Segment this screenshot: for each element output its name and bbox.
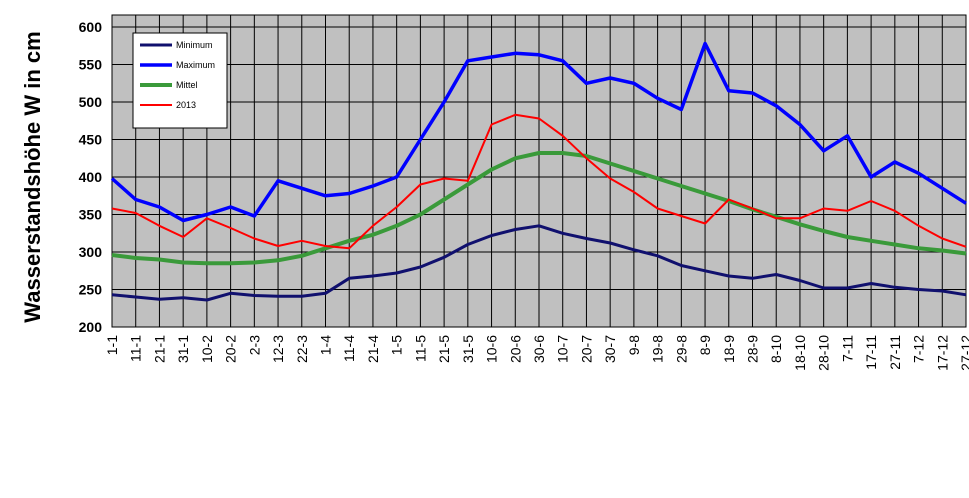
x-tick-label: 27-12 xyxy=(958,335,969,371)
x-tick-label: 28-9 xyxy=(745,335,761,363)
legend-label: Minimum xyxy=(176,40,213,50)
legend-label: Maximum xyxy=(176,60,215,70)
x-tick-label: 30-6 xyxy=(531,335,547,363)
x-tick-label: 7-11 xyxy=(839,335,855,362)
x-tick-label: 10-6 xyxy=(484,335,500,363)
y-tick-label: 500 xyxy=(79,94,103,110)
x-tick-label: 18-10 xyxy=(792,335,808,371)
x-tick-label: 20-7 xyxy=(578,335,594,363)
legend-label: 2013 xyxy=(176,100,196,110)
x-tick-label: 17-11 xyxy=(863,335,879,370)
legend-label: Mittel xyxy=(176,80,198,90)
y-tick-label: 600 xyxy=(79,19,103,35)
x-tick-label: 20-2 xyxy=(223,335,239,363)
x-tick-label: 11-5 xyxy=(412,335,428,362)
y-tick-label: 300 xyxy=(79,244,103,260)
x-tick-label: 7-12 xyxy=(911,335,927,363)
x-tick-label: 29-8 xyxy=(673,335,689,363)
y-tick-label: 200 xyxy=(79,319,103,335)
x-tick-label: 28-10 xyxy=(816,335,832,371)
y-tick-label: 550 xyxy=(79,57,103,73)
x-tick-label: 10-2 xyxy=(199,335,215,363)
x-tick-label: 30-7 xyxy=(602,335,618,363)
x-tick-label: 31-1 xyxy=(175,335,191,363)
x-tick-label: 27-11 xyxy=(887,335,903,370)
x-tick-label: 10-7 xyxy=(555,335,571,363)
x-tick-label: 1-4 xyxy=(318,335,334,355)
x-tick-label: 18-9 xyxy=(721,335,737,363)
x-tick-label: 21-4 xyxy=(365,335,381,363)
x-tick-label: 11-4 xyxy=(341,335,357,362)
x-tick-label: 8-10 xyxy=(768,335,784,363)
series-line xyxy=(111,113,967,250)
y-tick-label: 450 xyxy=(79,132,103,148)
series-line xyxy=(110,41,967,223)
x-tick-label: 21-5 xyxy=(436,335,452,363)
x-tick-label: 21-1 xyxy=(151,335,167,363)
x-tick-label: 19-8 xyxy=(650,335,666,363)
x-tick-label: 1-1 xyxy=(104,335,120,355)
x-tick-label: 31-5 xyxy=(460,335,476,363)
x-tick-label: 2-3 xyxy=(246,335,262,355)
x-tick-label: 9-8 xyxy=(626,335,642,355)
plot-border xyxy=(111,14,967,328)
series-line xyxy=(111,224,967,302)
x-tick-label: 20-6 xyxy=(507,335,523,363)
y-tick-label: 250 xyxy=(79,282,103,298)
x-tick-label: 11-1 xyxy=(128,335,144,362)
x-tick-label: 22-3 xyxy=(294,335,310,363)
x-tick-label: 12-3 xyxy=(270,335,286,363)
x-tick-label: 1-5 xyxy=(389,335,405,355)
y-tick-label: 350 xyxy=(79,207,103,223)
x-tick-label: 8-9 xyxy=(697,335,713,355)
y-axis-label: Wasserstandshöhe W in cm xyxy=(20,31,45,322)
x-tick-label: 17-12 xyxy=(934,335,950,371)
legend-box xyxy=(132,32,228,129)
y-tick-label: 400 xyxy=(79,169,103,185)
series-line xyxy=(111,151,967,266)
